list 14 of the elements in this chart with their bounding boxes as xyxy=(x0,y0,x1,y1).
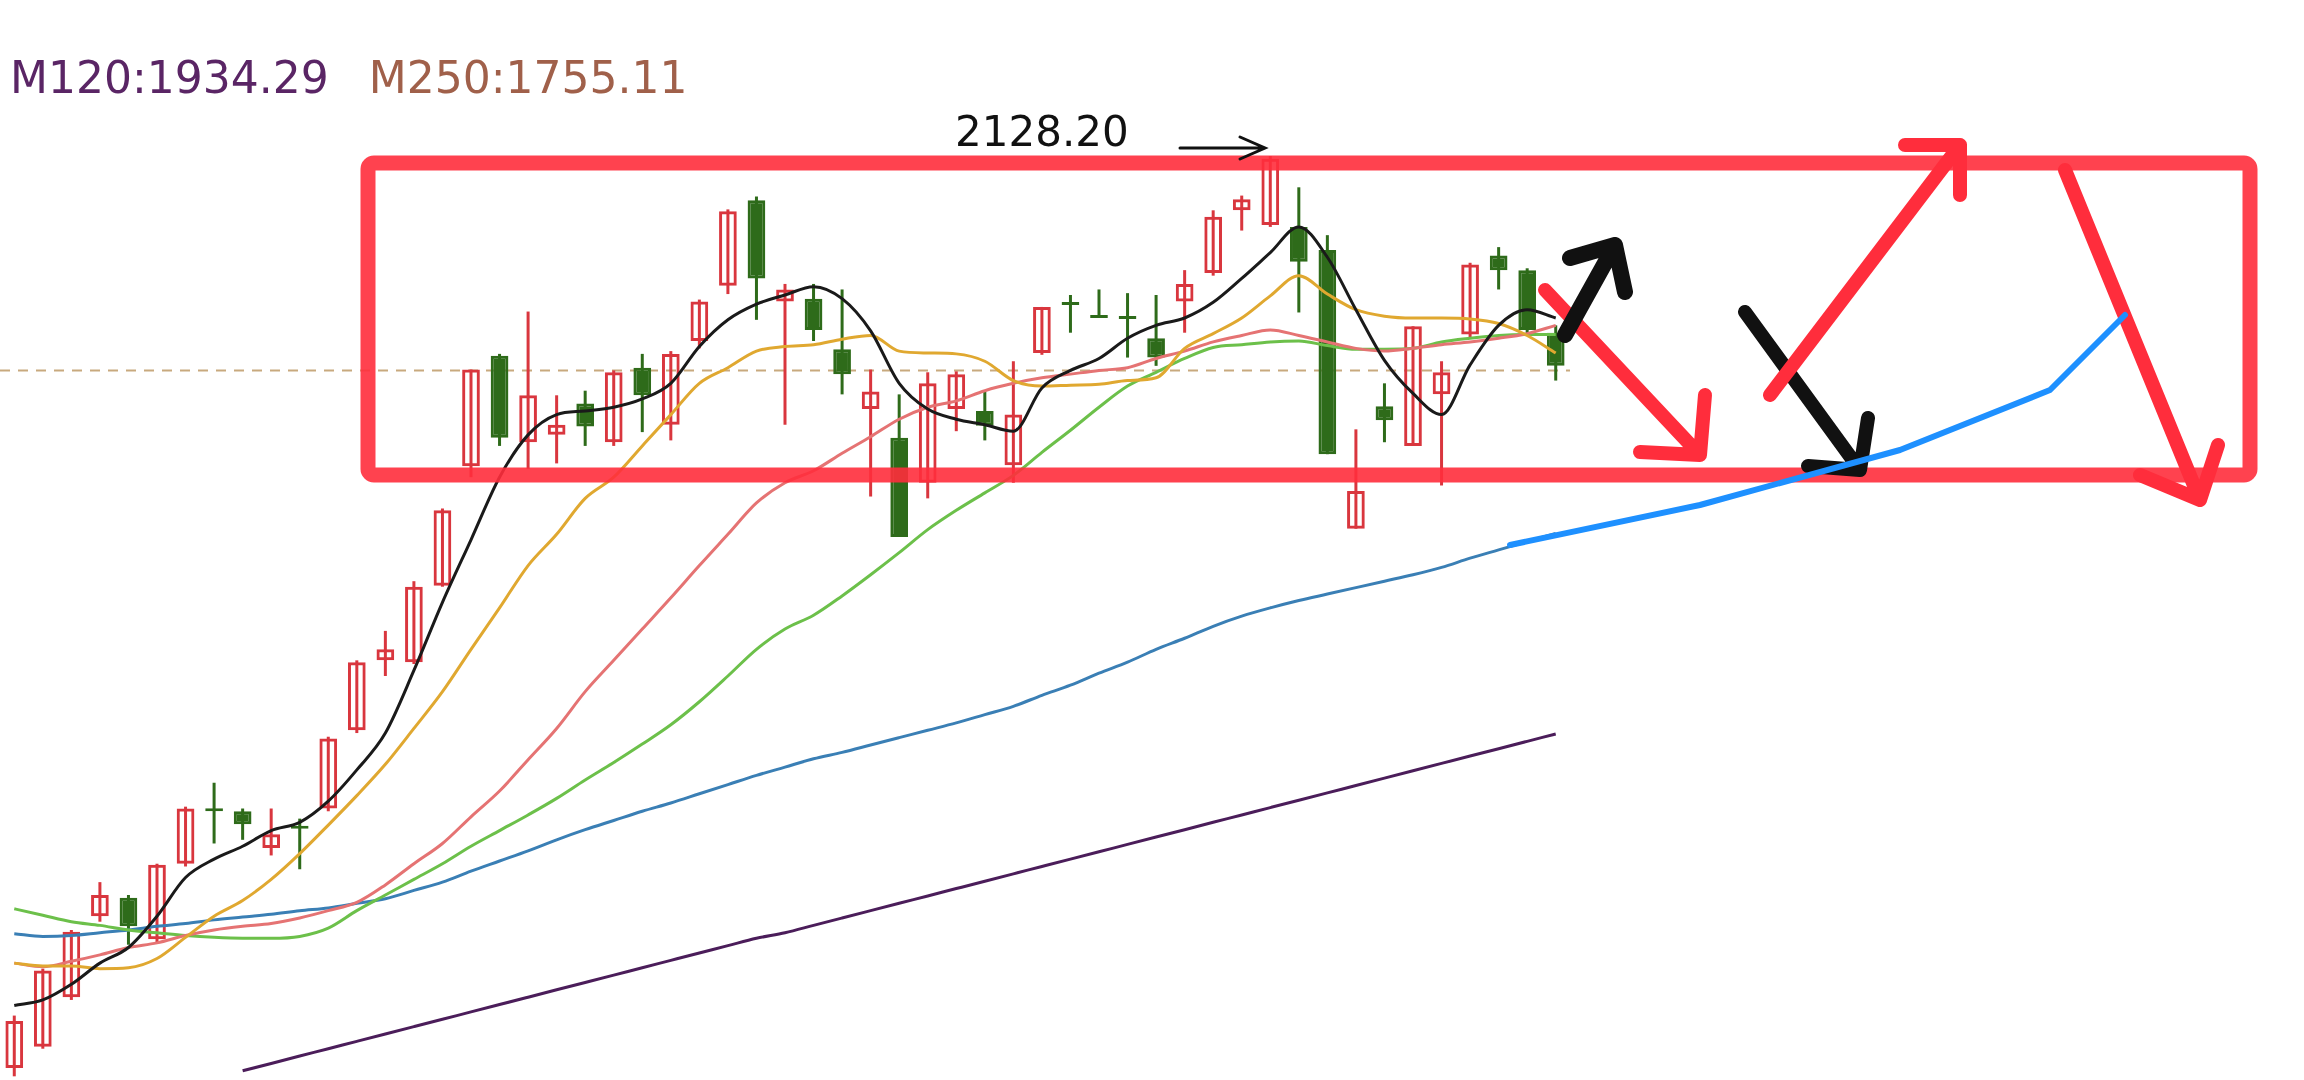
candlestick xyxy=(633,352,652,434)
text: M120:1934.29 xyxy=(10,52,329,103)
candlestick xyxy=(1489,247,1508,290)
candlestick xyxy=(1375,383,1394,444)
text: M250:1755.11 xyxy=(368,52,688,103)
candlestick xyxy=(833,289,851,395)
candlestick xyxy=(119,895,138,945)
candlestick xyxy=(233,808,252,840)
text: 2128.20 xyxy=(955,107,1129,156)
candlestick xyxy=(1061,294,1080,333)
candlestick xyxy=(1090,289,1108,318)
candlestick xyxy=(1147,294,1165,366)
candlestick xyxy=(1404,326,1422,446)
candlestick xyxy=(1118,293,1137,358)
